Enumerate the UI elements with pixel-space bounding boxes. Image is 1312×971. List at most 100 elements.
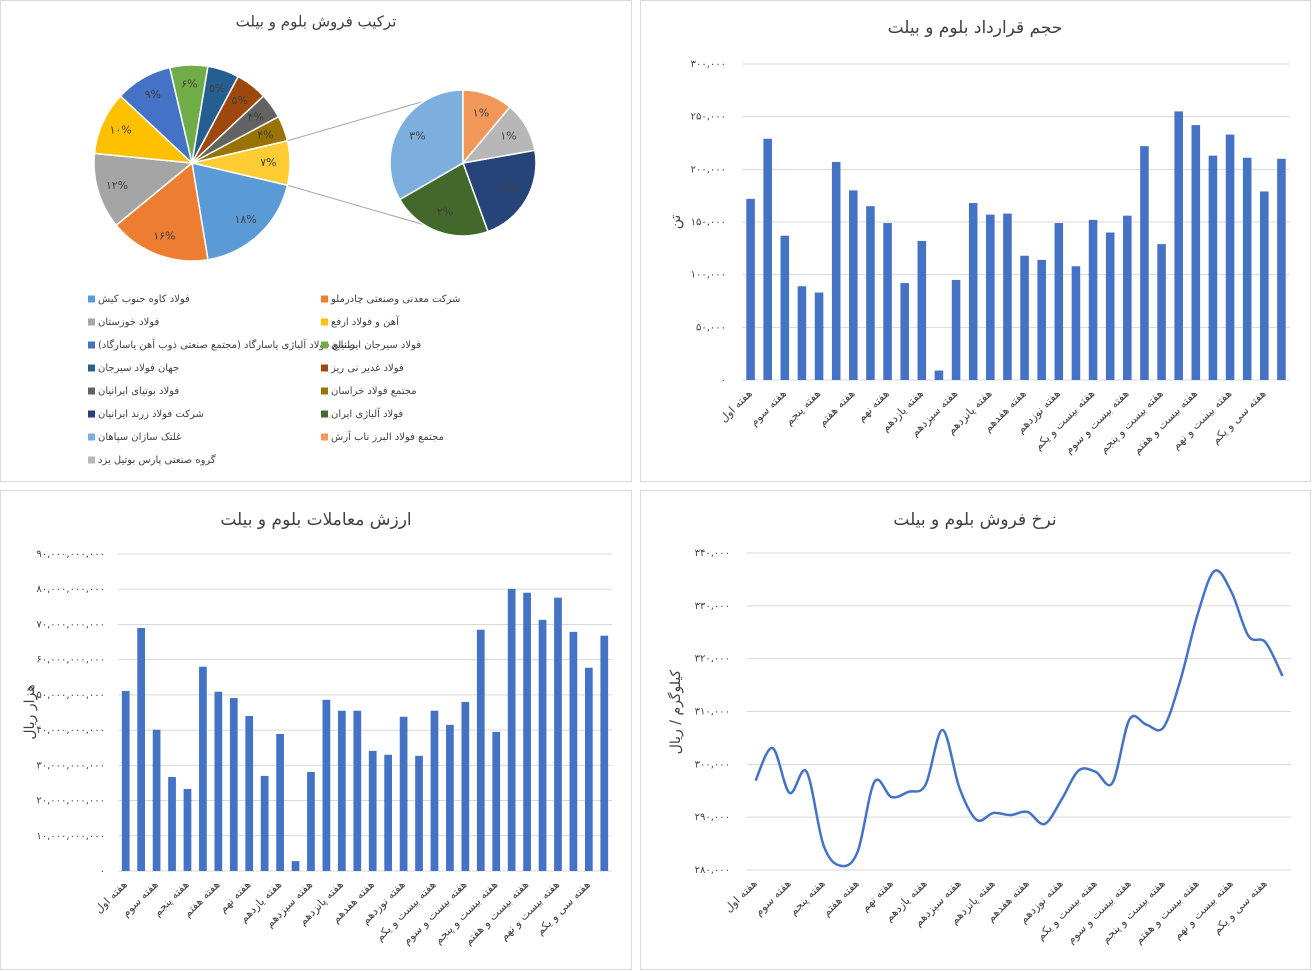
legend-label: شرکت فولاد زرند ایرانیان: [98, 409, 204, 420]
bar: [1260, 191, 1269, 380]
bar: [1003, 213, 1012, 380]
bar: [883, 223, 892, 380]
y-tick-label: ۷۰,۰۰۰,۰۰۰,۰۰۰: [36, 619, 105, 630]
legend-swatch: [88, 341, 95, 349]
bar: [152, 729, 161, 871]
bar: [183, 788, 192, 871]
bar: [986, 214, 995, 380]
bar: [368, 750, 377, 871]
slice-label: ۲%: [437, 205, 453, 218]
pie-slice: [398, 161, 489, 237]
y-tick-label: ۳۳۰,۰۰۰: [695, 601, 730, 612]
bar: [1071, 266, 1081, 380]
chart-title: ارزش معاملات بلوم و بیلت: [220, 510, 411, 530]
legend-label: صنایع فولاد آلیاژی یاسارگاد (مجتمع صنعتی…: [98, 338, 355, 351]
bar: [121, 691, 130, 871]
y-tick-label: ۲۸۰,۰۰۰: [695, 865, 730, 876]
bar: [866, 206, 875, 380]
bar: [849, 190, 858, 380]
bar: [600, 635, 609, 871]
slice-label: ۳%: [409, 130, 425, 143]
y-tick-label: ۶۰,۰۰۰,۰۰۰,۰۰۰: [36, 655, 105, 666]
legend-label: فولاد آلیاژی ایران: [331, 407, 403, 420]
y-tick-label: ۵۰,۰۰۰,۰۰۰,۰۰۰: [36, 690, 105, 701]
y-axis-title: هزار ریال: [22, 684, 38, 739]
bar: [245, 716, 254, 871]
slice-label: ۱۰%: [109, 124, 131, 137]
bar: [430, 710, 439, 871]
bar: [337, 710, 346, 871]
y-tick-label: ۱۰,۰۰۰,۰۰۰,۰۰۰: [36, 831, 105, 842]
legend-swatch: [88, 387, 95, 395]
bar: [1174, 111, 1183, 381]
legend-label: فولاد خوزستان: [98, 317, 159, 328]
bar: [951, 279, 961, 380]
bar: [137, 627, 146, 871]
chart-title: حجم قرارداد بلوم و بیلت: [888, 18, 1063, 38]
y-tick-label: ۳۱۰,۰۰۰: [695, 707, 730, 718]
legend-label: شرکت معدنی وصنعتی چادرملو: [330, 294, 460, 305]
bar: [1140, 146, 1149, 380]
bar: [797, 286, 807, 380]
bar: [260, 775, 269, 871]
y-axis-title: تن: [668, 215, 684, 230]
bar: [415, 755, 423, 871]
bar: [780, 235, 790, 380]
y-tick-label: ۲۰۰,۰۰۰: [691, 164, 726, 175]
legend-swatch: [321, 433, 328, 441]
legend-swatch: [321, 341, 328, 349]
legend-swatch: [88, 433, 95, 441]
panel: [0, 0, 632, 482]
slice-label: ۱۶%: [153, 229, 175, 242]
bar: [1225, 134, 1235, 380]
bar: [1157, 244, 1166, 380]
bar: [384, 754, 393, 871]
slice-label: ۴%: [257, 128, 273, 141]
chart-title: ترکیب فروش بلوم و بیلت: [236, 13, 397, 31]
y-tick-label: ۲۰,۰۰۰,۰۰۰,۰۰۰: [36, 796, 105, 807]
bar: [1277, 158, 1286, 380]
bar: [1242, 157, 1252, 380]
slice-label: ۹%: [145, 88, 161, 101]
legend-swatch: [321, 364, 328, 372]
bar: [492, 731, 501, 871]
y-tick-label: ۱۰۰,۰۰۰: [691, 270, 726, 281]
bar: [307, 772, 315, 871]
pie-slice: [389, 89, 464, 201]
bar: [446, 724, 454, 871]
bar: [214, 691, 223, 871]
bar: [763, 138, 772, 380]
slice-label: ۵%: [232, 94, 248, 107]
bar: [1191, 125, 1201, 381]
y-tick-label: ۳۴۰,۰۰۰: [695, 548, 730, 559]
bar: [507, 588, 516, 871]
legend-swatch: [321, 318, 328, 326]
legend-label: مجتمع فولاد البرز ناب آرش: [331, 430, 444, 443]
y-tick-label: ۳۰۰,۰۰۰: [695, 759, 730, 770]
slice-label: ۱%: [473, 107, 489, 120]
bar: [1208, 155, 1218, 380]
slice-label: ۵%: [209, 82, 225, 95]
bar: [276, 733, 284, 871]
bar: [569, 631, 578, 871]
legend-swatch: [321, 295, 328, 303]
bar: [1105, 232, 1115, 380]
bar: [1037, 259, 1046, 380]
bar: [476, 629, 485, 871]
bar: [831, 161, 841, 380]
bar: [199, 666, 207, 871]
legend-label: فولاد سیرجان ایرانیان: [331, 340, 421, 351]
y-tick-label: ۳۰,۰۰۰,۰۰۰,۰۰۰: [36, 760, 105, 771]
bar: [746, 198, 755, 380]
bar: [291, 861, 300, 871]
legend-label: فولاد کاوه جنوب کیش: [98, 294, 190, 305]
pie-slice: [461, 106, 536, 165]
bar: [968, 203, 978, 380]
slice-label: ۱%: [500, 130, 516, 143]
bar: [538, 619, 547, 871]
bar: [1054, 223, 1064, 380]
legend-label: آهن و فولاد ارفع: [331, 315, 400, 328]
y-tick-label: ۲۹۰,۰۰۰: [695, 812, 730, 823]
y-tick-label: ۹۰,۰۰۰,۰۰۰,۰۰۰: [36, 549, 105, 560]
